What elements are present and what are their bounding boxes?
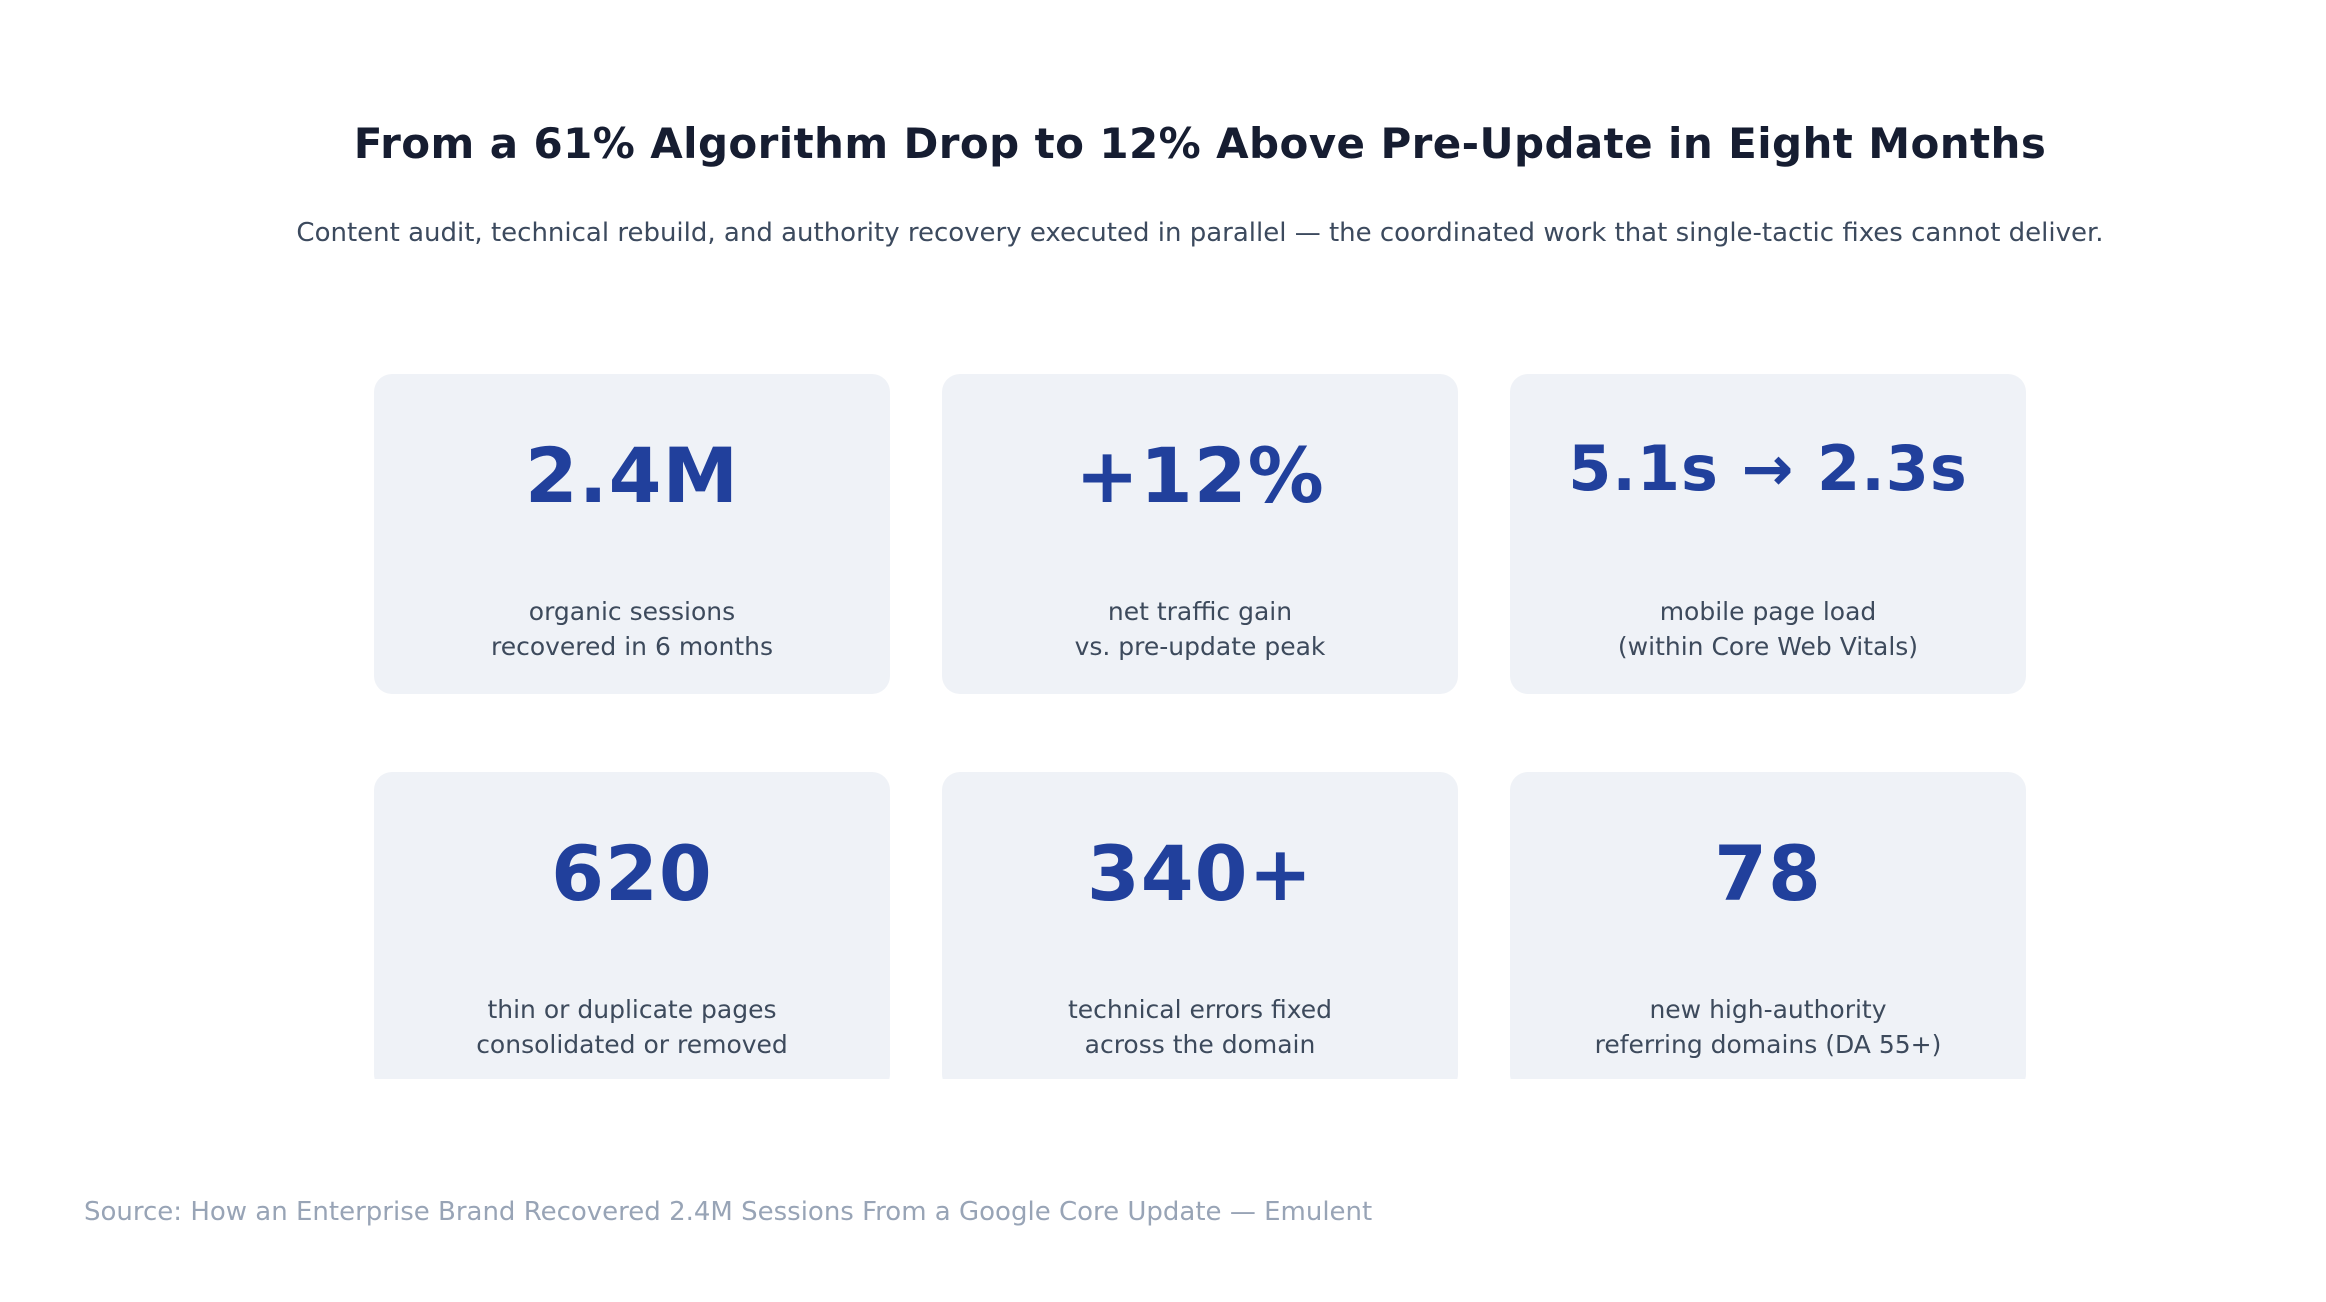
stat-label-line: consolidated or removed: [476, 1030, 788, 1059]
stat-card-technical-errors-fixed: 340+ technical errors fixed across the d…: [942, 772, 1458, 1079]
stat-label: technical errors fixed across the domain: [1068, 992, 1332, 1062]
stat-card-mobile-page-load: 5.1s → 2.3s mobile page load (within Cor…: [1510, 374, 2026, 694]
stat-label-line: vs. pre-update peak: [1074, 632, 1326, 661]
stat-value: 2.4M: [524, 431, 740, 520]
stat-card-net-traffic-gain: +12% net traffic gain vs. pre-update pea…: [942, 374, 1458, 694]
stat-label-line: (within Core Web Vitals): [1617, 632, 1919, 661]
stat-label-line: net traffic gain: [1107, 597, 1293, 626]
stat-card-pages-consolidated: 620 thin or duplicate pages consolidated…: [374, 772, 890, 1079]
stat-value: +12%: [1075, 431, 1325, 520]
stat-card-organic-sessions: 2.4M organic sessions recovered in 6 mon…: [374, 374, 890, 694]
stat-value: 5.1s → 2.3s: [1568, 432, 1968, 505]
stat-label-line: organic sessions: [528, 597, 736, 626]
stat-label: net traffic gain vs. pre-update peak: [1075, 594, 1326, 664]
page-title: From a 61% Algorithm Drop to 12% Above P…: [353, 119, 2047, 168]
content-column: From a 61% Algorithm Drop to 12% Above P…: [84, 0, 2316, 1227]
stat-card-referring-domains: 78 new high-authority referring domains …: [1510, 772, 2026, 1079]
source-line: Source: How an Enterprise Brand Recovere…: [84, 1197, 1373, 1227]
stat-label-line: mobile page load: [1659, 597, 1877, 626]
stat-value: 620: [551, 829, 713, 918]
stat-label: thin or duplicate pages consolidated or …: [476, 992, 788, 1062]
stat-label: organic sessions recovered in 6 months: [491, 594, 773, 664]
stat-label-line: recovered in 6 months: [490, 632, 773, 661]
stat-value: 78: [1714, 829, 1822, 918]
page-subtitle: Content audit, technical rebuild, and au…: [296, 218, 2104, 248]
stat-label: new high-authority referring domains (DA…: [1595, 992, 1942, 1062]
stat-cards-clip: 2.4M organic sessions recovered in 6 mon…: [374, 374, 2026, 1079]
stat-label-line: thin or duplicate pages: [487, 995, 777, 1024]
stat-value: 340+: [1086, 829, 1314, 918]
stat-label-line: new high-authority: [1649, 995, 1887, 1024]
stat-cards-grid: 2.4M organic sessions recovered in 6 mon…: [374, 374, 2026, 1079]
stat-label-line: technical errors fixed: [1067, 995, 1333, 1024]
stat-label: mobile page load (within Core Web Vitals…: [1618, 594, 1918, 664]
stat-label-line: referring domains (DA 55+): [1594, 1030, 1942, 1059]
stat-label-line: across the domain: [1084, 1030, 1316, 1059]
